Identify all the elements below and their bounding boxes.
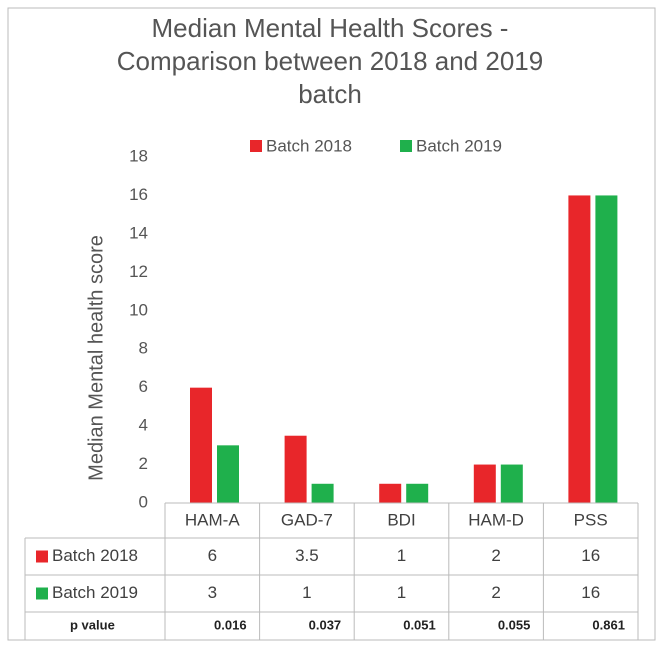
table-row-label: Batch 2018 [52,546,138,565]
table-cell: 1 [302,583,311,602]
p-value-label: p value [70,617,115,632]
bar [568,195,591,503]
x-tick-label: HAM-A [185,510,240,529]
table-cell: 1 [397,546,406,565]
p-value-cell: 0.055 [498,617,531,632]
bar [284,435,307,503]
table-cell: 3 [208,583,217,602]
y-tick-label: 6 [139,377,148,396]
y-tick-label: 0 [139,492,148,511]
legend-swatch [400,140,412,152]
bar [379,483,402,503]
table-cell: 16 [581,583,600,602]
y-tick-label: 16 [129,185,148,204]
title-box: Median Mental Health Scores - Comparison… [116,13,544,109]
table-row-label: Batch 2019 [52,583,138,602]
bar [190,387,212,503]
bar [473,464,496,503]
legend-swatch [250,140,262,152]
table-cell: 6 [208,546,217,565]
y-tick-label: 14 [129,223,148,242]
y-tick-label: 12 [129,262,148,281]
p-value-cell: 0.861 [592,617,625,632]
table-cell: 1 [397,583,406,602]
p-value-cell: 0.016 [214,617,247,632]
y-tick-label: 8 [139,339,148,358]
table-cell: 16 [581,546,600,565]
x-tick-label: GAD-7 [281,510,333,529]
y-tick-label: 10 [129,300,148,319]
chart-title: Median Mental Health Scores - Comparison… [116,13,544,109]
y-axis-title: Median Mental health score [85,235,107,481]
table-cell: 2 [491,546,500,565]
p-value-cell: 0.051 [403,617,436,632]
y-tick-label: 2 [139,454,148,473]
chart-frame [7,7,656,641]
y-tick-label: 4 [139,416,148,435]
bar [500,464,523,503]
bar [217,445,239,503]
table-cell: 2 [491,583,500,602]
bar [311,483,334,503]
table-cell: 3.5 [295,546,319,565]
legend-label: Batch 2018 [266,136,352,155]
bar [595,195,618,503]
x-tick-label: HAM-D [468,510,524,529]
y-tick-label: 18 [129,146,148,165]
bar [406,483,429,503]
x-tick-label: PSS [574,510,608,529]
p-value-cell: 0.037 [309,617,342,632]
legend-label: Batch 2019 [416,136,502,155]
table-legend-swatch [36,587,48,600]
x-tick-label: BDI [387,510,415,529]
table-legend-swatch [36,550,48,563]
